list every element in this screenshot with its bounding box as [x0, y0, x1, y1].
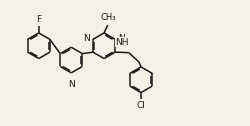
Text: F: F	[36, 15, 41, 24]
Text: N: N	[118, 34, 125, 43]
Text: N: N	[68, 80, 75, 89]
Text: NH: NH	[115, 38, 129, 47]
Text: N: N	[83, 34, 90, 43]
Text: CH₃: CH₃	[100, 13, 116, 22]
Text: Cl: Cl	[136, 101, 145, 111]
